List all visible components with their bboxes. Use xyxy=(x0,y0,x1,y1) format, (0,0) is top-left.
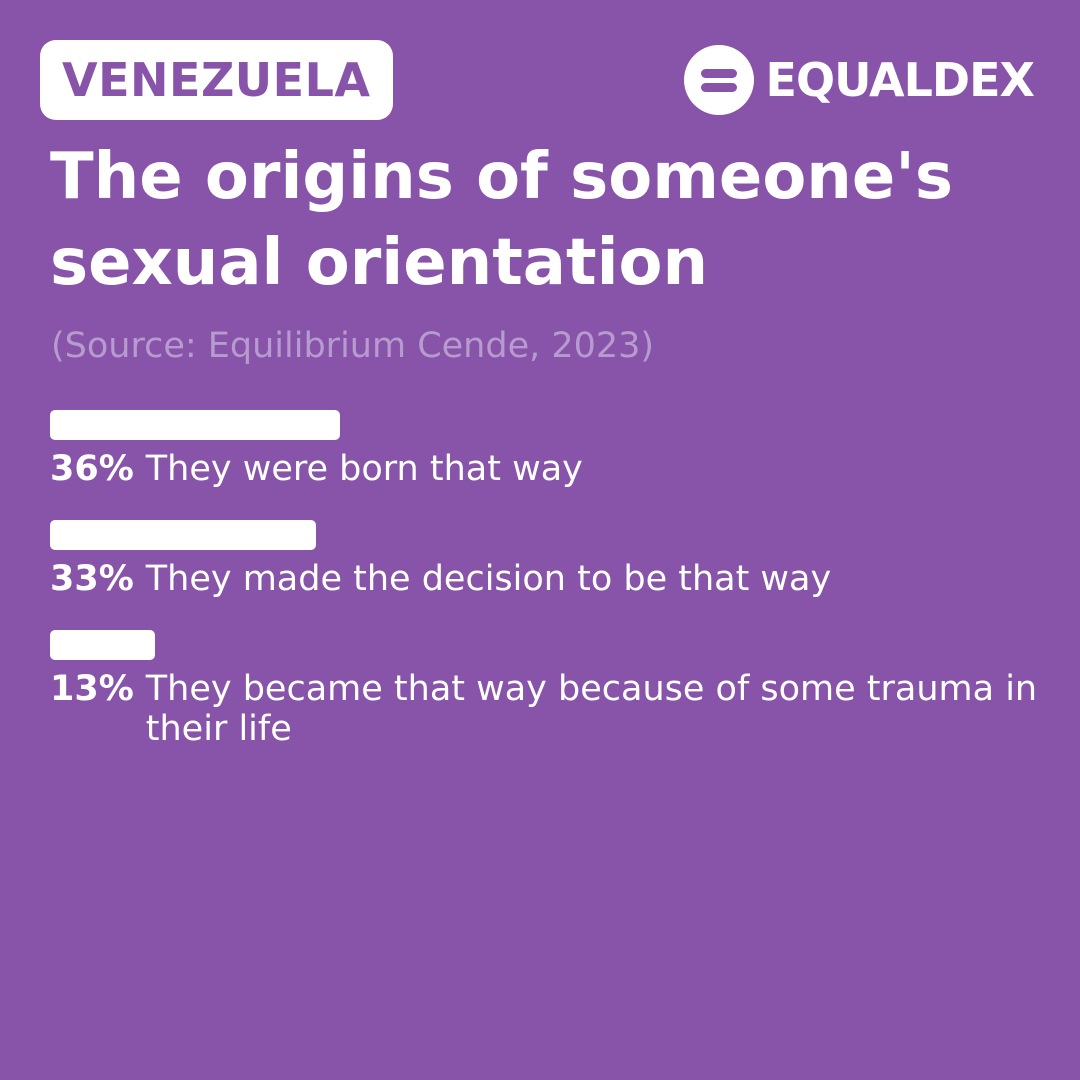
source-note: (Source: Equilibrium Cende, 2023) xyxy=(51,326,655,366)
equaldex-logo: EQUALDEX xyxy=(683,45,1035,115)
page-title: The origins of someone's sexual orientat… xyxy=(50,140,953,300)
bar-category-label: They made the decision to be that way xyxy=(145,559,832,599)
bar xyxy=(50,410,340,440)
bar-value-label: 13% xyxy=(50,669,134,709)
bar-label: 13% They became that way because of some … xyxy=(50,669,1080,749)
country-name: VENEZUELA xyxy=(62,53,371,107)
bar-label: 36% They were born that way xyxy=(50,449,1080,489)
logo-wordmark: EQUALDEX xyxy=(765,53,1035,107)
country-badge: VENEZUELA xyxy=(40,40,393,120)
bar-category-label: They were born that way xyxy=(145,449,583,489)
bar-value-label: 33% xyxy=(50,559,134,599)
equaldex-logo-icon xyxy=(683,45,754,115)
bar-value-label: 36% xyxy=(50,449,134,489)
bar xyxy=(50,630,155,660)
bar-label: 33% They made the decision to be that way xyxy=(50,559,1080,599)
bar xyxy=(50,520,316,550)
bar-category-label: They became that way because of some tra… xyxy=(145,669,1038,749)
